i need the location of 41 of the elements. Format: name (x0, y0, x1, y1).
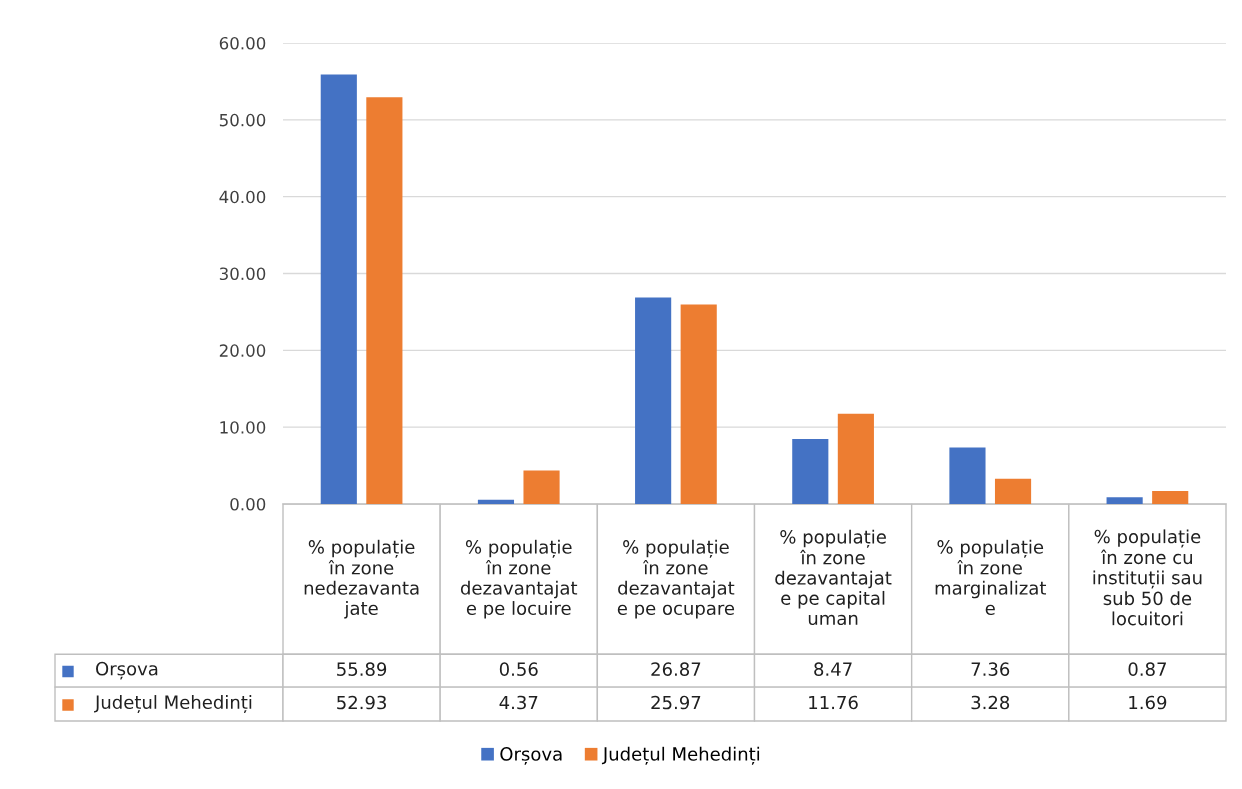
data-label: 0.56 (499, 662, 538, 676)
bar (635, 297, 672, 504)
legend-label: Județul Mehedinți (94, 695, 252, 714)
data-label: 1.69 (1129, 695, 1167, 710)
bar (477, 499, 515, 504)
data-label: 11.76 (809, 695, 858, 710)
x-tick-label: % populație în zone marginalizat e (935, 539, 1047, 616)
bar (680, 304, 717, 504)
bar (366, 97, 403, 504)
bar (949, 447, 986, 504)
bar (320, 74, 357, 504)
data-label: 3.28 (971, 695, 1010, 710)
data-label: 7.36 (971, 662, 1010, 676)
legend-label: Orșova (96, 661, 158, 680)
y-tick-label: 10.00 (220, 421, 266, 434)
bar (837, 413, 874, 504)
x-tick-label: % populație în zone dezavantajat e pe locuire (460, 539, 578, 619)
y-tick-label: 0.00 (230, 497, 266, 511)
bar (792, 438, 829, 504)
text: Județul Mehedinți (601, 746, 760, 765)
data-label: 25.97 (651, 695, 701, 710)
data-label: 55.89 (337, 662, 387, 676)
x-tick-label: % populație în zone dezavantajat e pe capital uman (775, 529, 892, 626)
bar (1106, 497, 1143, 504)
x-tick-label: % populație în zone dezavantajat e pe ocupare (617, 539, 735, 619)
text: Orșova (500, 747, 562, 765)
data-label: 52.93 (337, 695, 386, 710)
y-tick-label: 50.00 (219, 113, 266, 127)
data-label: 26.87 (651, 662, 701, 676)
y-tick-label: 30.00 (219, 267, 266, 281)
bar (994, 478, 1032, 504)
y-tick-label: 20.00 (219, 344, 266, 357)
bar (1152, 491, 1189, 504)
data-label: 0.87 (1128, 662, 1166, 676)
x-tick-label: % populație în zone cu instituții sau sub 50 de locuitori (1093, 529, 1202, 626)
data-label: 8.47 (814, 662, 852, 676)
data-label: 4.37 (499, 695, 538, 710)
y-tick-label: 60.00 (219, 36, 266, 50)
y-tick-label: 40.00 (219, 190, 266, 204)
x-tick-label: % populație în zone nedezavanta jate (304, 539, 419, 619)
bar (523, 470, 560, 504)
